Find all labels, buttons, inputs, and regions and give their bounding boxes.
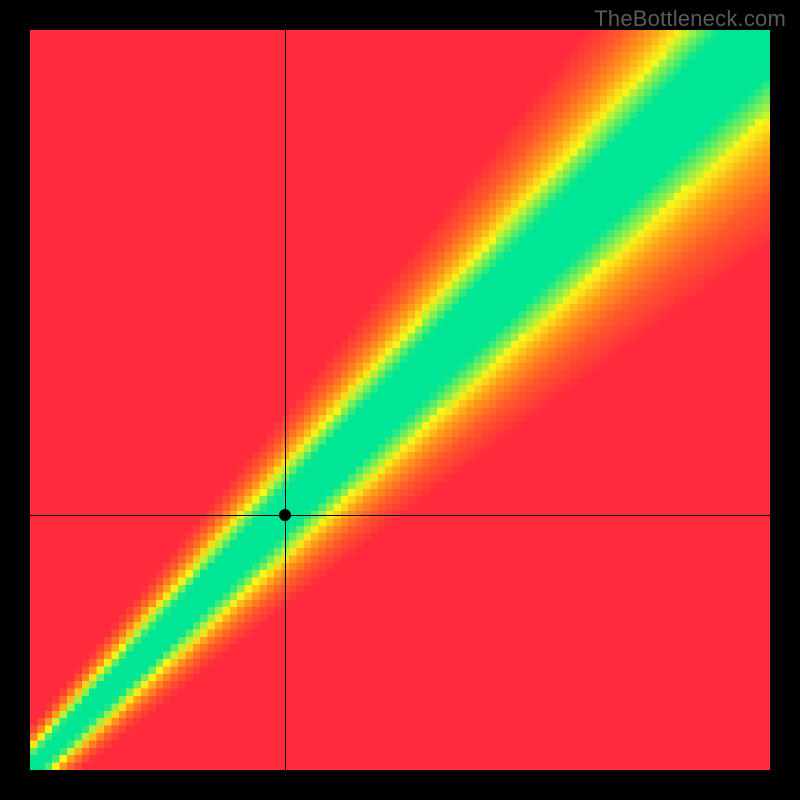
crosshair-vertical [285, 30, 286, 770]
crosshair-marker [279, 509, 291, 521]
plot-area [30, 30, 770, 770]
heatmap-canvas [30, 30, 770, 770]
crosshair-horizontal [30, 515, 770, 516]
watermark-text: TheBottleneck.com [594, 6, 786, 32]
chart-container: TheBottleneck.com [0, 0, 800, 800]
